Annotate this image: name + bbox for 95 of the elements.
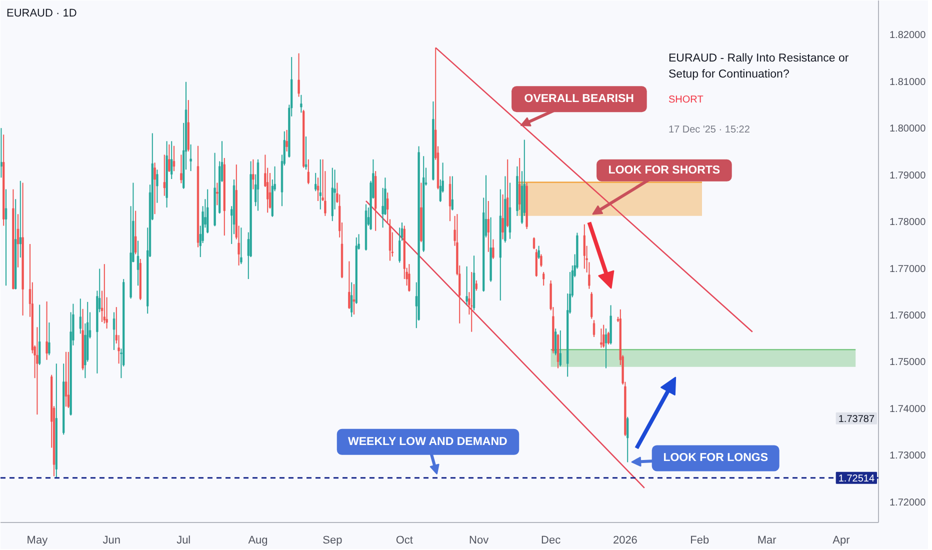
candlestick <box>319 158 322 210</box>
x-tick-label: Jul <box>176 534 191 546</box>
candlestick <box>532 236 536 250</box>
candlestick <box>19 180 22 258</box>
candlestick <box>64 351 68 408</box>
candlestick <box>535 248 538 278</box>
candlestick <box>4 188 8 286</box>
candlestick <box>46 300 48 360</box>
y-tick-label: 1.74000 <box>890 404 926 415</box>
x-tick-label: Apr <box>832 534 850 546</box>
candlestick <box>268 172 272 209</box>
candlestick <box>240 227 242 265</box>
y-tick-label: 1.75000 <box>890 357 926 368</box>
candlestick <box>604 328 608 369</box>
candlestick <box>590 292 593 320</box>
text: EURAUD · 1D <box>6 8 77 20</box>
y-tick-label: 1.81000 <box>890 76 926 88</box>
y-tick-label: 1.73000 <box>890 450 926 462</box>
y-tick-label: 1.79000 <box>890 170 926 182</box>
candlestick <box>348 260 350 310</box>
y-tick-label: 1.82000 <box>890 30 926 42</box>
candlestick <box>112 312 116 351</box>
candlestick <box>298 52 300 98</box>
annotation: SHORT <box>668 94 704 106</box>
candlestick <box>163 154 166 196</box>
y-tick-label: 1.72000 <box>890 497 926 508</box>
candlestick <box>16 214 20 268</box>
annotation: EURAUD - Rally Into Resistance or Setup for Continuation? <box>668 52 849 81</box>
x-tick-label: Sep <box>322 534 342 546</box>
candlestick <box>583 224 586 270</box>
ref-line-label: 1.72514 <box>838 473 875 484</box>
candlestick <box>602 324 605 348</box>
candlestick <box>352 284 356 316</box>
candlestick <box>134 210 137 255</box>
candlestick <box>502 194 504 240</box>
candlestick <box>350 282 353 318</box>
x-tick-label: Dec <box>541 534 562 546</box>
candlestick <box>304 136 308 170</box>
candlestick <box>540 254 542 268</box>
candlestick <box>180 154 182 184</box>
x-tick-label: 2026 <box>612 534 638 546</box>
y-tick-label: 1.80000 <box>890 124 926 135</box>
candlestick <box>559 330 562 367</box>
y-tick-label: 1.77000 <box>890 264 926 275</box>
x-tick-label: May <box>26 534 48 546</box>
candlestick <box>451 176 454 211</box>
candlestick <box>518 157 521 210</box>
candlestick <box>554 328 557 356</box>
candlestick <box>286 129 288 152</box>
candlestick <box>448 176 452 222</box>
candlestick <box>487 200 490 252</box>
annotation: 17 Dec '25 · 15:22 <box>668 124 750 136</box>
candlestick <box>408 264 410 292</box>
candlestick <box>0 128 2 178</box>
annotation: 1.73787 <box>838 414 875 425</box>
annotation: LOOK FOR SHORTS <box>608 164 720 176</box>
candlestick <box>36 326 38 416</box>
y-tick-label: 1.76000 <box>890 310 926 322</box>
candlestick <box>475 280 478 292</box>
candlestick <box>79 298 82 334</box>
candlestick <box>592 320 596 338</box>
annotation: OVERALL BEARISH <box>524 93 634 106</box>
candlestick <box>156 169 158 204</box>
candlestick <box>67 351 70 409</box>
candlestick <box>168 144 170 173</box>
candlestick <box>466 266 468 306</box>
candlestick <box>216 182 218 206</box>
candlestick <box>172 145 176 172</box>
candlestick <box>314 172 317 192</box>
candlestick <box>170 140 173 180</box>
annotation: WEEKLY LOW AND DEMAND <box>348 436 508 448</box>
candlestick <box>190 144 192 172</box>
candlestick <box>626 416 629 463</box>
candlestick <box>300 94 302 114</box>
y-tick-label: 1.78000 <box>890 217 926 228</box>
x-tick-label: Feb <box>690 534 710 546</box>
candlestick <box>38 304 41 366</box>
candlestick <box>470 272 473 332</box>
x-tick-label: Mar <box>757 534 777 546</box>
candlestick <box>136 240 140 286</box>
candlestick <box>600 328 602 348</box>
candlestick <box>492 238 494 260</box>
candlestick <box>48 322 50 356</box>
x-tick-label: Aug <box>248 534 268 546</box>
candlestick <box>607 331 610 345</box>
candlestick <box>542 272 545 286</box>
x-tick-label: Nov <box>469 534 490 546</box>
annotation: LOOK FOR LONGS <box>663 452 768 464</box>
candlestick <box>252 158 254 190</box>
candlestick <box>316 177 320 202</box>
x-tick-label: Oct <box>396 534 413 546</box>
candlestick <box>154 162 156 215</box>
x-tick-label: Jun <box>102 534 120 546</box>
candlestick <box>538 245 540 260</box>
candlestick <box>307 158 310 185</box>
